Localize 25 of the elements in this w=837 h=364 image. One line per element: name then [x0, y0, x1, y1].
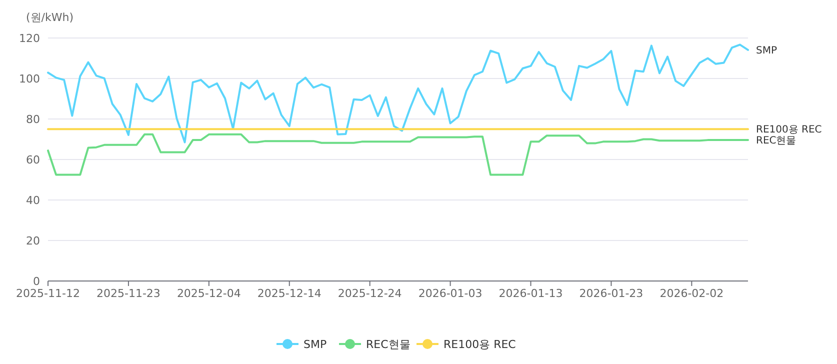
text: RE100용 REC	[756, 124, 822, 136]
y-tick-label: 20	[26, 234, 40, 248]
x-tick-label: 2026-01-23	[579, 287, 644, 300]
y-tick-label: 0	[33, 274, 40, 288]
y-tick-label: 80	[26, 112, 40, 126]
x-tick-label: 2025-11-23	[96, 287, 160, 300]
x-tick-label: 2025-12-04	[176, 287, 241, 300]
legend-label: RE100용 REC	[444, 338, 516, 351]
legend-label: REC현물	[366, 338, 410, 351]
x-tick-label: 2026-01-03	[418, 287, 482, 300]
x-tick-label: 2026-02-02	[660, 287, 724, 300]
y-axis-title: (원/kWh)	[26, 11, 74, 24]
y-tick-label: 60	[26, 153, 40, 166]
x-tick-label: 2025-12-14	[257, 287, 322, 300]
line-series	[47, 133, 749, 176]
x-tick-label: 2026-01-13	[498, 287, 563, 300]
x-tick-label: 2025-11-12	[16, 287, 80, 300]
text: REC현물	[756, 136, 796, 147]
legend-label: SMP	[304, 338, 327, 351]
y-tick-label: 40	[26, 194, 40, 207]
y-tick-label: 120	[19, 32, 40, 45]
x-tick-label: 2025-12-24	[338, 287, 402, 300]
line-series	[47, 44, 749, 144]
text: SMP	[756, 45, 778, 56]
y-tick-label: 100	[19, 72, 40, 86]
